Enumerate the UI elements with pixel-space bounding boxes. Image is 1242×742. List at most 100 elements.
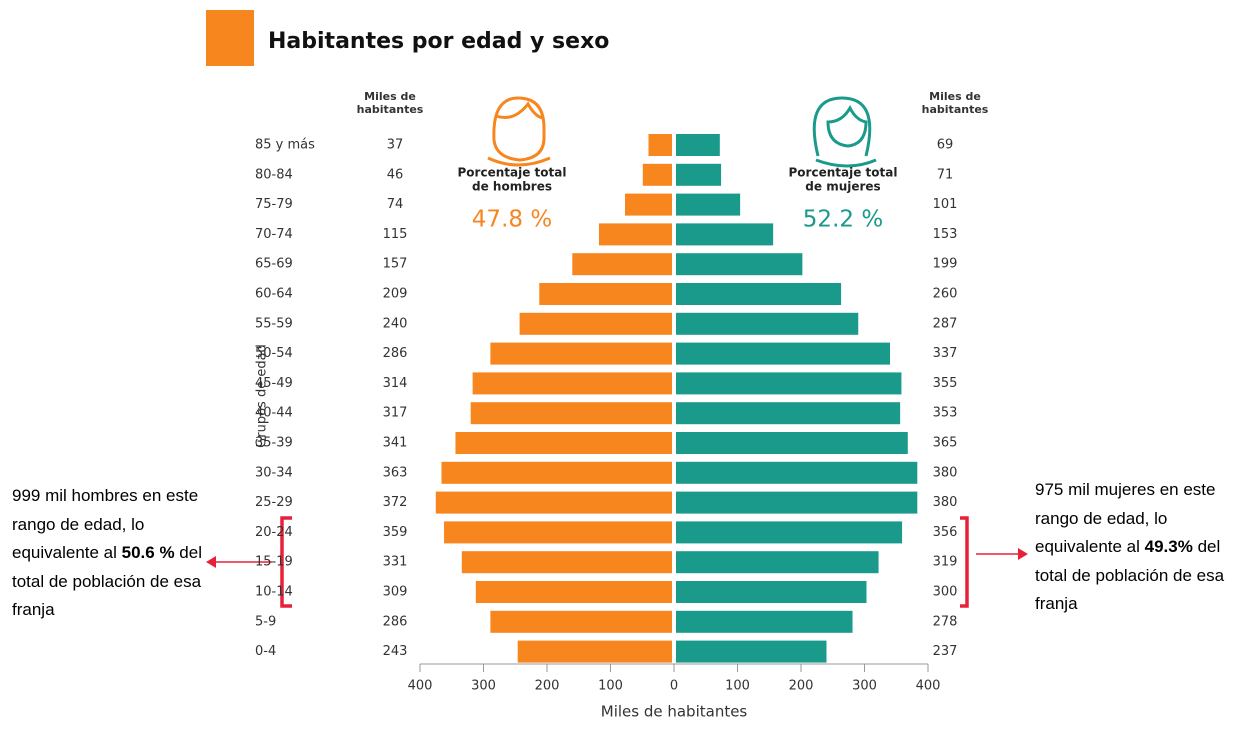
y-tick-label: 80-84: [255, 167, 293, 182]
annotation-text: del total de población de esa franja: [1035, 537, 1225, 613]
bar: [676, 581, 867, 603]
value-label: 319: [933, 555, 958, 570]
x-tick-label: 100: [725, 679, 750, 694]
total-label: Porcentaje total: [789, 166, 898, 180]
y-tick-label: 45-49: [255, 376, 293, 391]
x-axis-label: Miles de habitantes: [601, 703, 748, 721]
value-label: 199: [933, 257, 958, 272]
value-label: 287: [933, 316, 958, 331]
total-label: de hombres: [472, 180, 552, 194]
bar: [490, 342, 672, 365]
total-value: 52.2 %: [803, 207, 883, 233]
y-tick-label: 70-74: [255, 227, 293, 242]
x-tick-label: 0: [670, 679, 678, 694]
value-label: 286: [383, 614, 408, 629]
bar: [475, 581, 672, 603]
bar: [676, 372, 902, 395]
bar: [676, 253, 803, 276]
value-label: 363: [383, 465, 408, 480]
value-label: 314: [383, 376, 408, 391]
bar: [642, 163, 672, 186]
y-tick-label: 35-39: [255, 436, 293, 451]
bar: [676, 551, 879, 574]
bar: [472, 372, 672, 395]
annotation-text: 999 mil hombres en este rango de edad, l…: [12, 486, 199, 562]
y-tick-label: 50-54: [255, 346, 293, 361]
y-tick-label: 10-14: [255, 585, 293, 600]
y-tick-label: 40-44: [255, 406, 293, 421]
bar: [572, 253, 672, 276]
x-tick-label: 300: [471, 679, 496, 694]
y-tick-label: 0-4: [255, 644, 276, 659]
bar: [676, 432, 908, 454]
value-label: 365: [933, 436, 958, 451]
column-header: Miles de: [929, 90, 981, 103]
total-value: 47.8 %: [472, 207, 552, 233]
value-label: 359: [383, 525, 408, 540]
bar: [676, 521, 903, 544]
annotation: 975 mil mujeres en este rango de edad, l…: [1035, 476, 1240, 619]
total-label: Porcentaje total: [458, 166, 567, 180]
woman-icon: [812, 96, 877, 168]
value-label: 380: [933, 495, 958, 510]
value-label: 372: [383, 495, 408, 510]
bar: [625, 193, 672, 216]
x-tick-label: 200: [535, 679, 560, 694]
y-axis-label: Grupos de edad: [255, 344, 270, 448]
value-label: 46: [387, 167, 404, 182]
value-label: 115: [383, 227, 408, 242]
y-tick-label: 20-24: [255, 525, 293, 540]
value-label: 278: [933, 614, 958, 629]
bar: [444, 521, 672, 544]
bar: [676, 312, 859, 335]
bar: [676, 342, 890, 365]
value-label: 286: [383, 346, 408, 361]
value-label: 240: [383, 316, 408, 331]
value-label: 237: [933, 644, 958, 659]
y-tick-label: 85 y más: [255, 138, 315, 153]
annotation-text: 975 mil mujeres en este rango de edad, l…: [1035, 480, 1216, 556]
bar: [461, 551, 672, 574]
value-label: 341: [383, 436, 408, 451]
bar: [676, 134, 720, 156]
x-tick-label: 300: [852, 679, 877, 694]
bar: [441, 461, 672, 484]
bar: [676, 610, 853, 633]
arrow-head: [206, 556, 216, 568]
bar: [490, 610, 672, 633]
x-tick-label: 400: [916, 679, 941, 694]
bar: [676, 491, 918, 514]
y-tick-label: 60-64: [255, 287, 293, 302]
value-label: 243: [383, 644, 408, 659]
y-tick-label: 15-19: [255, 555, 293, 570]
value-label: 157: [383, 257, 408, 272]
value-label: 69: [937, 138, 954, 153]
y-tick-label: 30-34: [255, 465, 293, 480]
bar: [517, 640, 672, 663]
x-tick-label: 100: [598, 679, 623, 694]
bar: [470, 402, 672, 425]
bracket: [280, 516, 969, 608]
value-label: 356: [933, 525, 958, 540]
bar: [598, 223, 672, 246]
value-label: 355: [933, 376, 958, 391]
bar: [455, 432, 672, 454]
annotation-bold: 50.6 %: [121, 543, 175, 562]
value-label: 74: [387, 197, 404, 212]
bar: [676, 640, 827, 663]
value-label: 71: [937, 167, 954, 182]
chart-title: Habitantes por edad y sexo: [268, 29, 609, 54]
bar: [676, 402, 901, 425]
value-label: 380: [933, 465, 958, 480]
bar: [676, 283, 842, 305]
y-tick-label: 75-79: [255, 197, 293, 212]
column-header: Miles de: [364, 90, 416, 103]
column-header: habitantes: [922, 103, 989, 116]
y-tick-label: 5-9: [255, 614, 276, 629]
title-block: [206, 10, 254, 66]
bar: [676, 223, 774, 246]
bar: [676, 163, 722, 186]
bar: [539, 283, 672, 305]
bar: [435, 491, 672, 514]
